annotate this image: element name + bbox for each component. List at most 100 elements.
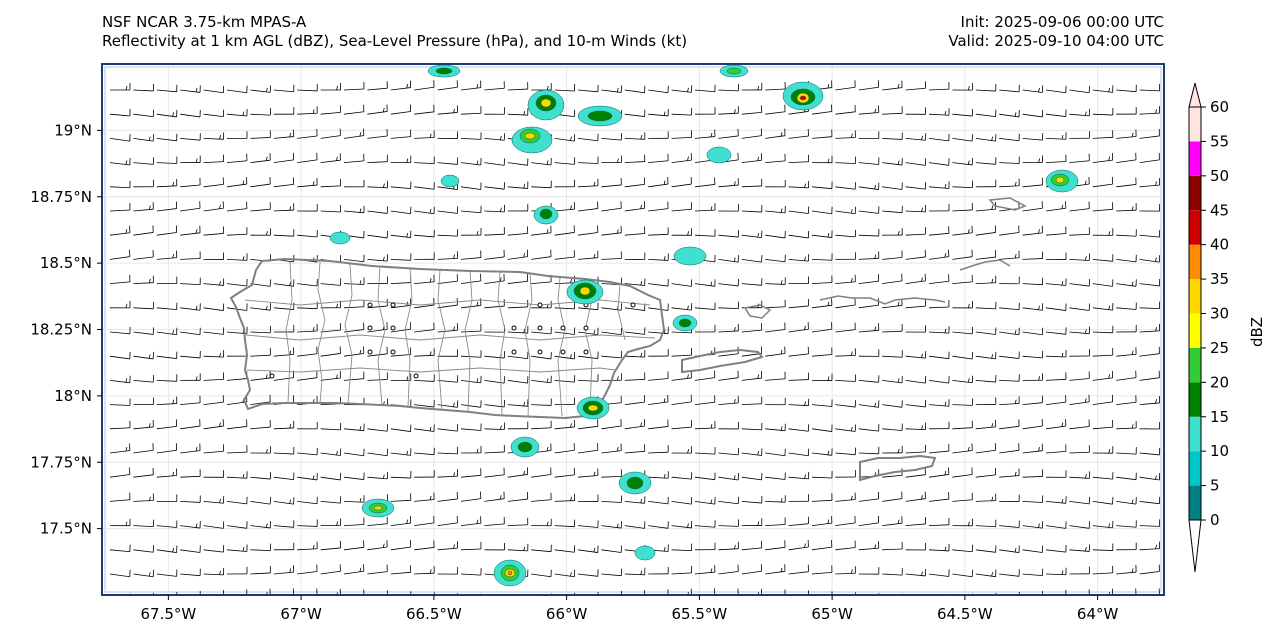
wind-barb-shaft [624, 161, 645, 163]
wind-barb-half-flag [172, 253, 175, 259]
wind-barb-shaft [109, 380, 130, 384]
colorbar-segment [1189, 451, 1201, 486]
wind-barb-shaft [999, 425, 1020, 430]
wind-barb-half-flag [733, 327, 736, 332]
wind-barb-shaft [1022, 283, 1043, 286]
colorbar-tick-label: 55 [1210, 132, 1229, 150]
wind-barb-shaft [133, 380, 154, 383]
wind-barb-half-flag [687, 374, 689, 379]
wind-barb-half-flag [453, 254, 455, 259]
wind-barb-shaft [1069, 451, 1090, 454]
wind-barb-half-flag [148, 572, 151, 577]
wind-barb-half-flag [850, 426, 853, 432]
wind-barb-shaft [367, 111, 388, 115]
wind-barb-half-flag [289, 424, 292, 429]
wind-barb-shaft [297, 112, 318, 115]
wind-barb-shaft [460, 428, 481, 431]
culebra-coastline [743, 304, 772, 319]
wind-barb-shaft [390, 476, 411, 479]
wind-barb-shaft [1092, 501, 1113, 505]
wind-barb-half-flag [429, 426, 432, 432]
wind-barb-half-flag [687, 592, 689, 594]
wind-barb-shaft [390, 111, 411, 115]
wind-barb-shaft [905, 186, 926, 190]
wind-barb-shaft [1092, 377, 1113, 381]
wind-barb-shaft [484, 210, 505, 213]
wind-barb-shaft [484, 87, 505, 91]
wind-barb-shaft [1139, 476, 1160, 481]
wind-barb-half-flag [1131, 132, 1134, 137]
wind-barb-shaft [905, 573, 926, 577]
wind-barb-half-flag [616, 229, 619, 234]
wind-barb-shaft [835, 304, 856, 309]
wind-barb-shaft [460, 380, 481, 384]
wind-barb-half-flag [219, 135, 221, 140]
wind-barb-shaft [694, 571, 715, 575]
wind-barb-shaft [460, 355, 481, 358]
wind-barb-shaft [1139, 402, 1160, 405]
wind-barb-half-flag [336, 521, 338, 526]
wind-barb-shaft [859, 598, 879, 600]
wind-barb-half-flag [219, 422, 221, 427]
wind-barb-shaft [250, 476, 271, 480]
wind-barb-shaft [742, 596, 762, 598]
wind-barb-shaft [180, 258, 201, 260]
wind-barb-shaft [226, 501, 247, 505]
wind-barb-shaft [1092, 208, 1113, 212]
wind-barb-half-flag [148, 136, 151, 141]
wind-barb-half-flag [1084, 474, 1087, 479]
wind-barb-half-flag [266, 592, 268, 594]
wind-barb-half-flag [570, 278, 572, 284]
wind-barb-shaft [250, 283, 271, 287]
wind-barb-shaft [952, 113, 973, 117]
colorbar-segment [1189, 416, 1201, 452]
wind-barb-shaft [343, 306, 364, 309]
wind-barb-shaft [999, 257, 1020, 260]
wind-barb-shaft [624, 450, 645, 454]
wind-barb-half-flag [897, 231, 900, 236]
wind-barb-shaft [484, 474, 505, 478]
wind-barb-half-flag [593, 471, 596, 476]
wind-barb-shaft [133, 89, 154, 92]
wind-barb-half-flag [687, 156, 689, 161]
wind-barb-half-flag [1108, 87, 1111, 92]
wind-barb-shaft [718, 353, 739, 357]
wind-barb-shaft [928, 331, 949, 334]
wind-barb-shaft [203, 525, 224, 529]
wind-barb-shaft [507, 331, 528, 334]
wind-barb-shaft [390, 328, 411, 333]
wind-barb-half-flag [1155, 327, 1157, 332]
wind-barb-shaft [835, 111, 856, 115]
wind-barb-shaft [250, 525, 271, 529]
wind-barb-shaft [1022, 450, 1043, 454]
wind-barb-half-flag [967, 229, 970, 234]
wind-barb-shaft [1116, 89, 1137, 93]
wind-barb-shaft [554, 307, 575, 310]
wind-barb-half-flag [1179, 233, 1180, 237]
wind-barb-shaft [671, 401, 692, 405]
wind-barb-shaft [156, 331, 177, 336]
wind-barb-shaft [624, 183, 645, 188]
wind-barb-shaft [390, 282, 411, 284]
wind-barb-shaft [297, 501, 318, 505]
wind-barb-shaft [109, 573, 130, 578]
wind-barb-shaft [671, 113, 692, 116]
wind-barb-shaft [437, 522, 458, 526]
wind-barb-shaft [507, 498, 528, 502]
wind-barb-shaft [882, 280, 903, 284]
colorbar-segment [1189, 244, 1201, 280]
wind-barb-shaft [297, 89, 318, 92]
wind-barb-shaft [671, 159, 692, 163]
wind-barb-shaft [999, 113, 1020, 118]
wind-barb-shaft [975, 500, 996, 502]
wind-barb-half-flag [780, 567, 783, 572]
wind-barb-shaft [226, 183, 247, 188]
wind-barb-half-flag [312, 475, 315, 480]
wind-barb-shaft [718, 89, 739, 92]
wind-barb-shaft [460, 186, 481, 190]
wind-barb-half-flag [523, 401, 526, 407]
wind-barb-shaft [671, 501, 692, 505]
wind-barb-shaft [343, 378, 364, 381]
wind-barb-shaft [460, 474, 481, 478]
wind-barb-shaft [554, 549, 575, 553]
